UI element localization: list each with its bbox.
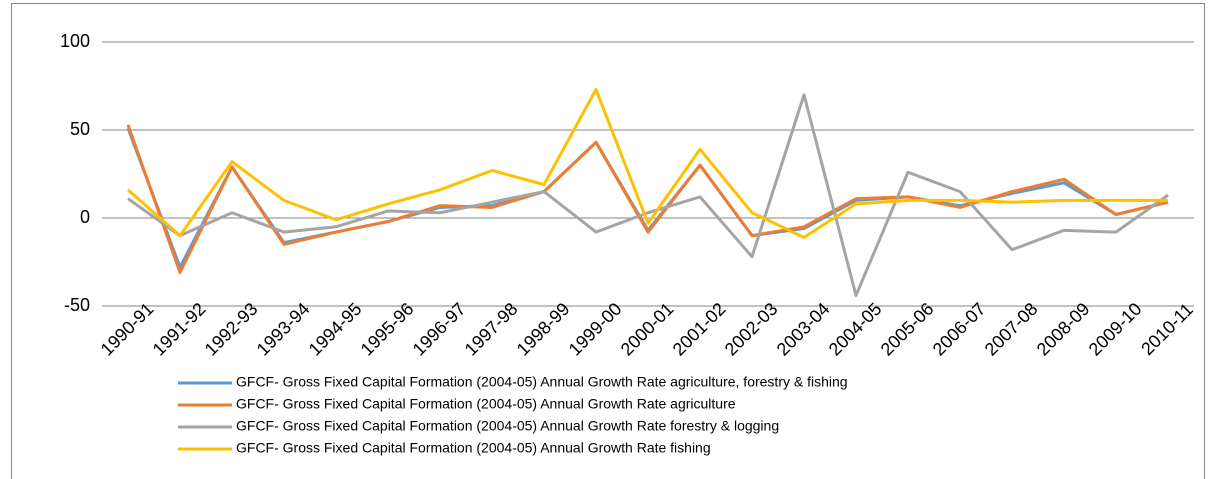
y-tick-label: -50 [64, 295, 90, 315]
legend-label: GFCF- Gross Fixed Capital Formation (200… [236, 440, 711, 456]
legend-label: GFCF- Gross Fixed Capital Formation (200… [236, 374, 848, 390]
series-line [127, 88, 1168, 239]
legend-label: GFCF- Gross Fixed Capital Formation (200… [236, 418, 779, 434]
series-line [126, 124, 1169, 275]
y-tick-label: 50 [70, 119, 90, 139]
y-tick-label: 0 [80, 207, 90, 227]
series-line [127, 93, 1169, 297]
legend-label: GFCF- Gross Fixed Capital Formation (200… [236, 396, 736, 412]
y-tick-label: 100 [60, 31, 90, 51]
